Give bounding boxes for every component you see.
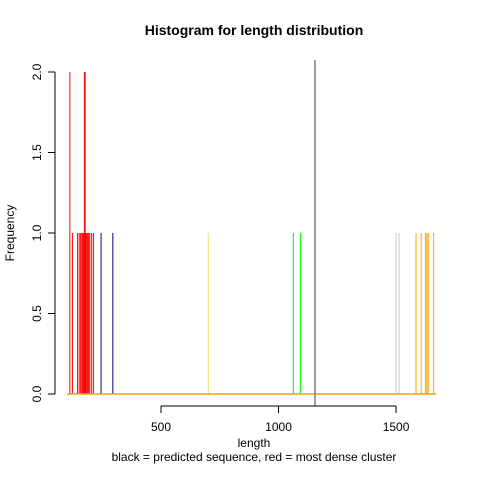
- chart-subtitle: black = predicted sequence, red = most d…: [112, 450, 397, 464]
- x-tick-label: 1000: [265, 420, 292, 434]
- x-tick-label: 1500: [383, 420, 410, 434]
- y-tick-label: 1.5: [30, 144, 44, 161]
- y-axis: 0.0 0.5 1.0 1.5 2.0: [30, 63, 55, 402]
- x-tick-label: 500: [151, 420, 171, 434]
- histogram-bars: [70, 72, 434, 394]
- x-axis-label: length: [238, 436, 271, 450]
- y-tick-label: 1.0: [30, 224, 44, 241]
- y-tick-label: 0.5: [30, 305, 44, 322]
- y-tick-label: 2.0: [30, 63, 44, 80]
- chart-title: Histogram for length distribution: [145, 22, 364, 38]
- y-tick-label: 0.0: [30, 385, 44, 402]
- x-axis: 500 1000 1500: [151, 406, 410, 434]
- y-axis-label: Frequency: [3, 205, 17, 262]
